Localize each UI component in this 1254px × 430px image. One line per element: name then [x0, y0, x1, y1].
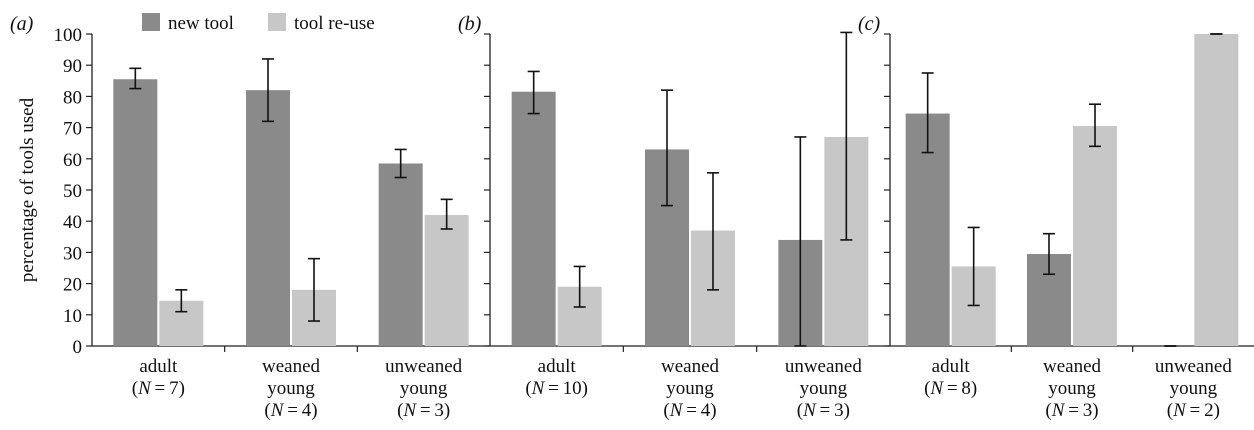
y-tick-label-4: 40 — [63, 212, 82, 233]
bar-0-2-new-tool — [378, 163, 423, 346]
category-label-1-0-1: (N = 10) — [525, 378, 588, 399]
bar-1-0-new-tool — [511, 91, 556, 346]
category-label-2-1-2: (N = 3) — [1045, 400, 1098, 421]
category-label-2-1-1: young — [1048, 378, 1096, 399]
category-label-0-1-1: young — [267, 378, 315, 399]
category-label-0-2-2: (N = 3) — [397, 400, 450, 421]
y-tick-label-9: 90 — [63, 56, 82, 77]
y-tick-label-6: 60 — [63, 150, 82, 171]
panel-label-0: (a) — [10, 13, 34, 35]
category-label-1-2-2: (N = 3) — [797, 400, 850, 421]
y-tick-label-8: 80 — [63, 87, 82, 108]
category-label-1-0-0: adult — [538, 356, 577, 377]
y-tick-label-3: 30 — [63, 243, 82, 264]
bar-0-1-new-tool — [246, 90, 290, 346]
bar-2-1-tool-reuse — [1073, 126, 1117, 346]
y-tick-label-7: 70 — [63, 119, 82, 140]
category-label-2-2-1: young — [1170, 378, 1218, 399]
legend-swatch-0 — [142, 13, 160, 31]
category-label-2-2-2: (N = 2) — [1167, 400, 1220, 421]
legend-label-1: tool re-use — [294, 13, 375, 34]
category-label-2-0-0: adult — [932, 356, 971, 377]
category-label-0-2-0: unweaned — [385, 356, 463, 377]
category-label-1-1-1: young — [666, 378, 714, 399]
bar-0-2-tool-reuse — [424, 214, 469, 346]
y-axis-title: percentage of tools used — [17, 97, 38, 282]
legend-label-0: new tool — [168, 13, 234, 34]
panel-label-2: (c) — [858, 13, 881, 35]
y-tick-label-5: 50 — [63, 181, 82, 202]
bar-2-2-tool-reuse — [1194, 34, 1239, 346]
y-tick-label-0: 0 — [73, 337, 83, 358]
category-label-0-0-1: (N = 7) — [132, 378, 185, 399]
category-label-0-0-0: adult — [139, 356, 178, 377]
category-label-0-1-0: weaned — [262, 356, 321, 377]
category-label-0-1-2: (N = 4) — [264, 400, 317, 421]
bar-0-0-new-tool — [113, 79, 158, 347]
category-label-2-0-1: (N = 8) — [924, 378, 977, 399]
category-label-1-2-1: young — [800, 378, 848, 399]
y-tick-label-2: 20 — [63, 275, 82, 296]
y-tick-label-10: 100 — [54, 25, 83, 46]
category-label-2-1-0: weaned — [1043, 356, 1102, 377]
panel-label-1: (b) — [458, 13, 482, 35]
category-label-2-2-0: unweaned — [1155, 356, 1233, 377]
y-tick-label-1: 10 — [63, 306, 82, 327]
category-label-0-2-1: young — [400, 378, 448, 399]
legend-swatch-1 — [268, 13, 286, 31]
category-label-1-1-2: (N = 4) — [663, 400, 716, 421]
category-label-1-1-0: weaned — [661, 356, 720, 377]
category-label-1-2-0: unweaned — [785, 356, 863, 377]
